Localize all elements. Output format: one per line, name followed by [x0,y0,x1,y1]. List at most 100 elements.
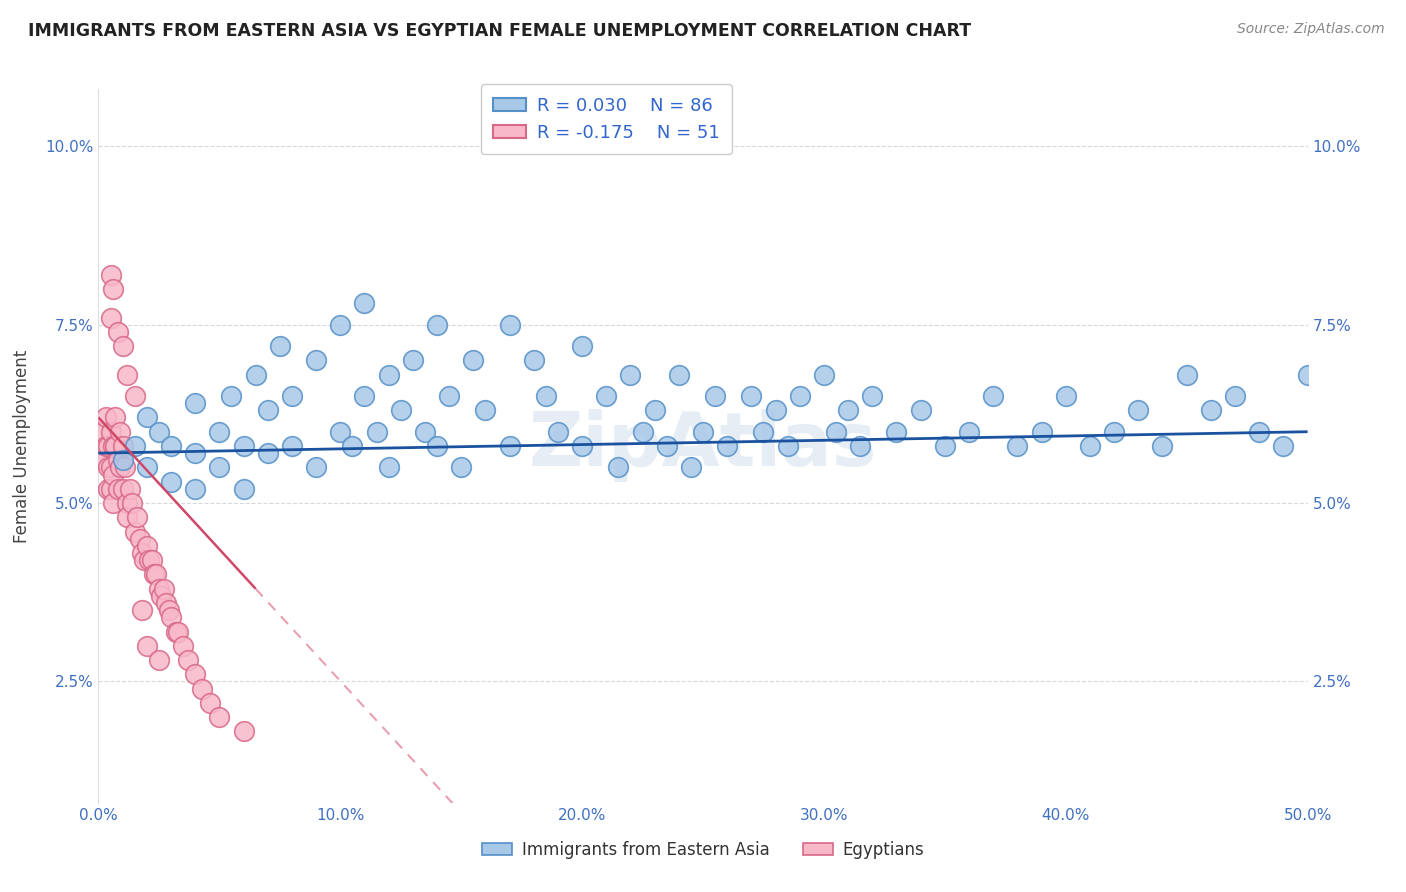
Point [232,439,254,453]
Point [104,439,127,453]
Point [825,425,848,439]
Point [305,460,328,475]
Point [1272,439,1295,453]
Point [152,582,174,596]
Point [108,460,131,475]
Point [97,439,120,453]
Point [1223,389,1246,403]
Point [837,403,859,417]
Point [107,482,129,496]
Point [150,589,173,603]
Point [463,353,485,368]
Point [101,439,124,453]
Point [91,453,114,467]
Point [165,624,187,639]
Point [523,353,546,368]
Point [1054,389,1077,403]
Point [198,696,221,710]
Point [101,282,124,296]
Point [184,446,207,460]
Point [141,553,163,567]
Point [100,425,122,439]
Point [607,460,630,475]
Point [104,410,127,425]
Point [117,368,139,382]
Point [776,439,799,453]
Point [353,296,375,310]
Point [100,482,122,496]
Point [957,425,980,439]
Point [135,639,157,653]
Point [534,389,557,403]
Point [131,546,153,560]
Point [135,410,157,425]
Point [145,567,167,582]
Point [765,403,787,417]
Point [860,389,883,403]
Point [148,653,170,667]
Point [94,439,117,453]
Point [160,439,183,453]
Point [114,460,136,475]
Point [97,460,120,475]
Point [124,389,146,403]
Point [135,460,157,475]
Point [413,425,436,439]
Point [1152,439,1174,453]
Point [117,510,139,524]
Point [208,460,231,475]
Point [121,496,143,510]
Point [752,425,775,439]
Point [595,389,617,403]
Point [498,439,520,453]
Point [111,453,134,467]
Point [167,624,190,639]
Point [389,403,412,417]
Point [305,353,328,368]
Point [281,389,304,403]
Point [1199,403,1222,417]
Point [474,403,496,417]
Legend: Immigrants from Eastern Asia, Egyptians: Immigrants from Eastern Asia, Egyptians [475,835,931,866]
Point [245,368,267,382]
Point [740,389,762,403]
Point [571,339,593,353]
Point [117,496,139,510]
Point [934,439,956,453]
Point [124,524,146,539]
Point [644,403,666,417]
Point [107,453,129,467]
Point [184,482,207,496]
Text: Source: ZipAtlas.com: Source: ZipAtlas.com [1237,22,1385,37]
Point [329,425,352,439]
Point [97,482,120,496]
Point [269,339,291,353]
Point [94,410,117,425]
Point [716,439,738,453]
Point [1007,439,1029,453]
Point [221,389,243,403]
Point [208,425,231,439]
Point [184,667,207,681]
Point [1249,425,1271,439]
Point [232,482,254,496]
Point [208,710,231,724]
Y-axis label: Female Unemployment: Female Unemployment [13,350,31,542]
Point [692,425,714,439]
Point [172,639,194,653]
Point [135,539,157,553]
Point [131,603,153,617]
Point [128,532,150,546]
Point [886,425,908,439]
Point [1102,425,1125,439]
Point [160,475,183,489]
Point [177,653,200,667]
Point [100,268,122,282]
Point [148,582,170,596]
Point [100,310,122,325]
Point [342,439,364,453]
Point [1078,439,1101,453]
Point [281,439,304,453]
Point [655,439,678,453]
Point [111,439,134,453]
